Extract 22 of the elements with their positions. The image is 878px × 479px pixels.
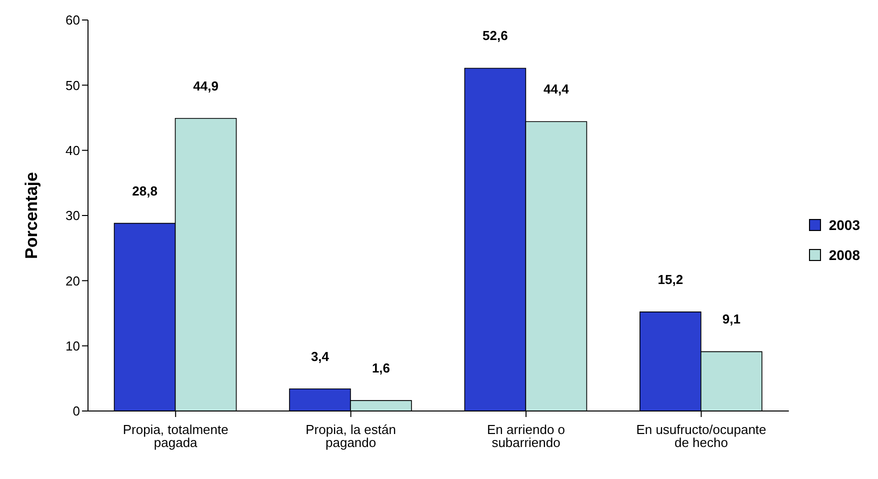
y-tick-label: 40	[66, 142, 80, 158]
y-tick-label: 10	[66, 338, 80, 354]
x-tick-label: Propia, la están pagando	[306, 422, 396, 450]
data-label: 44,9	[193, 78, 218, 94]
data-label: 44,4	[544, 82, 570, 97]
data-label: 15,2	[658, 272, 684, 287]
y-tick-label: 0	[72, 404, 80, 419]
y-tick-label: 50	[66, 78, 80, 93]
data-label: 28,8	[132, 183, 158, 198]
data-label: 1,6	[372, 360, 390, 376]
y-tick-label: 60	[66, 12, 80, 28]
x-tick-label: En usufructo/ocupante de hecho	[636, 422, 766, 450]
legend-label: 2008	[828, 246, 860, 262]
data-label: 52,6	[482, 28, 508, 44]
y-axis-title: Porcentaje	[22, 172, 42, 259]
legend-label: 2003	[828, 216, 860, 232]
data-label: 9,1	[722, 312, 740, 327]
x-tick-label: En arriendo o subarriendo	[486, 422, 566, 450]
y-tick-label: 20	[66, 273, 80, 288]
data-label: 3,4	[310, 348, 330, 364]
y-tick-label: 30	[66, 208, 80, 224]
x-tick-label: Propia, totalmente pagada	[122, 422, 228, 450]
